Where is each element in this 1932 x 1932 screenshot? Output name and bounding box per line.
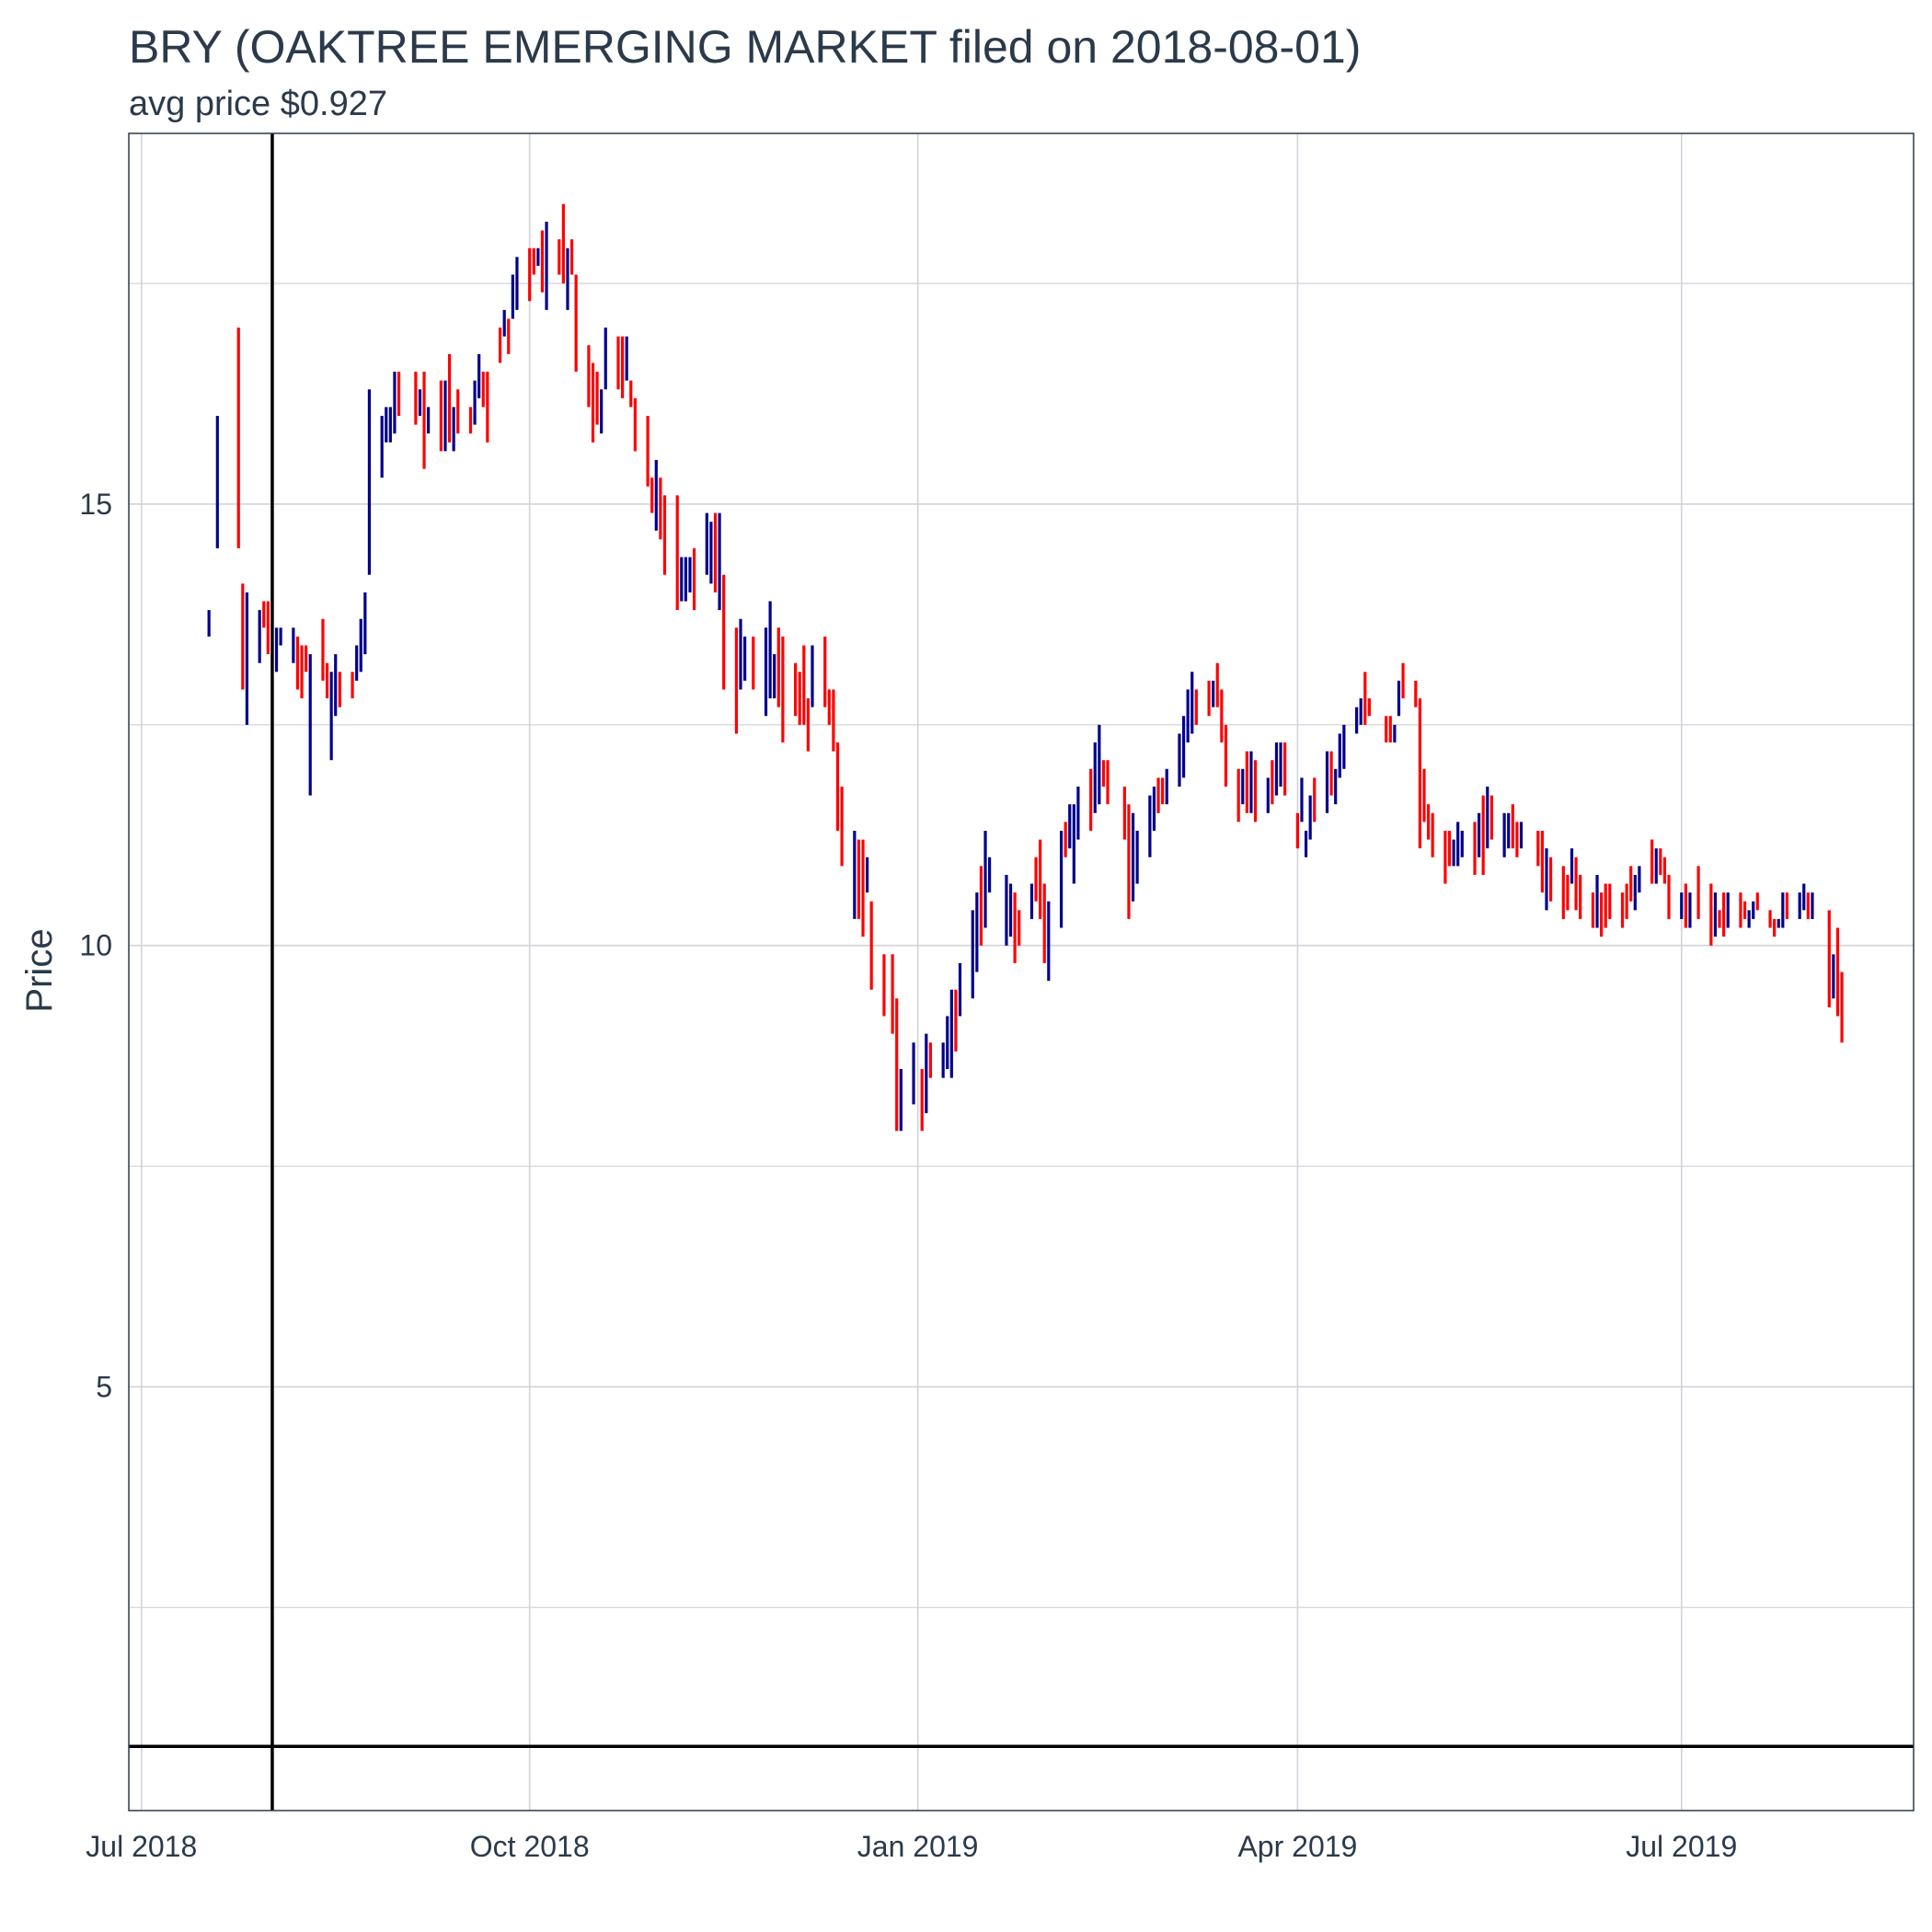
- y-tick-label: 10: [79, 929, 112, 962]
- x-tick-label: Apr 2019: [1237, 1830, 1357, 1863]
- chart-title: BRY (OAKTREE EMERGING MARKET filed on 20…: [129, 21, 1362, 73]
- candle-layer: [207, 203, 1844, 1132]
- x-tick-label: Jul 2018: [86, 1830, 197, 1863]
- y-axis-label: Price: [19, 928, 60, 1012]
- grid-layer: [129, 133, 1914, 1811]
- x-tick-label: Oct 2018: [470, 1830, 590, 1863]
- axis-layer: 5 10 15 Jul 2018 Oct 2018 Jan 2019 Apr 2019 Jul…: [79, 488, 1737, 1863]
- plot-frame: [128, 132, 1915, 1811]
- reference-line-layer: [129, 133, 1914, 1811]
- x-tick-label: Jan 2019: [857, 1830, 979, 1863]
- y-tick-label: 15: [79, 488, 112, 521]
- chart-subtitle: avg price $0.927: [129, 85, 387, 123]
- y-tick-label: 5: [96, 1370, 112, 1403]
- x-tick-label: Jul 2019: [1626, 1830, 1737, 1863]
